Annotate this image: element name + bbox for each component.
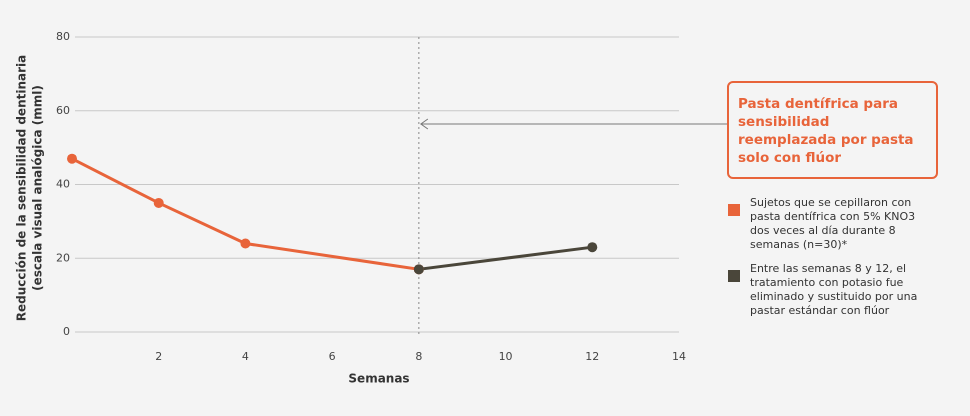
data-point [413,264,424,275]
series-line [418,245,593,271]
legend-swatch [728,204,740,216]
x-tick-label: 12 [585,350,599,363]
x-tick-label: 2 [155,350,162,363]
data-point [240,238,251,249]
legend-text: Entre las semanas 8 y 12, el tratamiento… [750,262,918,317]
data-point [67,153,77,164]
x-tick-label: 6 [329,350,336,363]
x-tick-label: 8 [415,350,422,363]
y-tick-label: 0 [63,325,70,338]
y-tick-label: 20 [56,251,70,264]
arrow-head [419,118,429,130]
legend-text: Sujetos que se cepillaron con pasta dent… [750,196,916,251]
y-axis-label: Reducción de la sensibilidad dentinaria [15,55,29,321]
y-tick-label: 80 [56,30,70,43]
legend-item: Sujetos que se cepillaron con pasta dent… [728,196,938,252]
x-tick-label: 14 [672,350,686,363]
y-tick-label: 60 [56,104,70,117]
y-axis-label: (escala visual analógica (mml) [31,85,45,291]
annotation: Pasta dentífrica para sensibilidad reemp… [727,81,938,179]
data-point [153,197,164,208]
x-tick-label: 4 [242,350,249,363]
series-line [71,157,420,271]
x-axis-label: Semanas [348,372,409,386]
x-tick-label: 10 [499,350,513,363]
y-tick-label: 40 [56,178,70,191]
legend-item: Entre las semanas 8 y 12, el tratamiento… [728,262,938,318]
legend-swatch [728,270,740,282]
data-point [587,242,598,253]
